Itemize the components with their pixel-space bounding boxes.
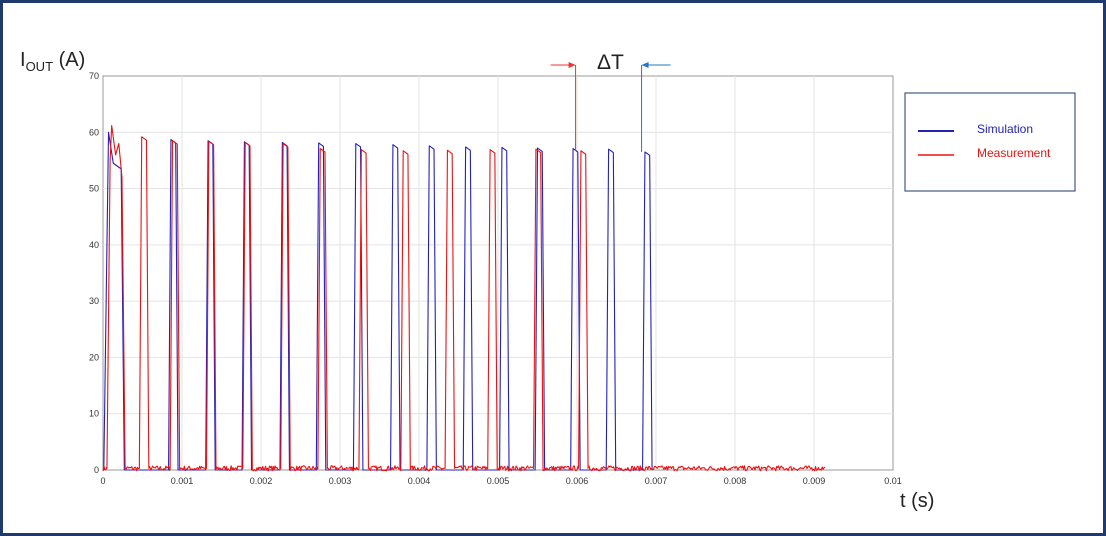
y-tick-label: 30 — [89, 296, 99, 306]
x-tick-label: 0 — [100, 476, 105, 486]
x-tick-label: 0.01 — [884, 476, 902, 486]
y-tick-label: 0 — [94, 465, 99, 475]
y-tick-label: 70 — [89, 71, 99, 81]
measurement-arrow-head — [568, 62, 576, 68]
y-tick-label: 60 — [89, 127, 99, 137]
y-tick-label: 20 — [89, 352, 99, 362]
x-tick-label: 0.006 — [566, 476, 589, 486]
delta-markers — [550, 62, 671, 152]
tick-labels: 0 0.001 0.002 0.003 0.004 0.005 0.006 0.007 0.00… — [89, 71, 902, 486]
x-tick-label: 0.009 — [803, 476, 826, 486]
x-axis-title: t (s) — [900, 490, 934, 512]
x-tick-label: 0.007 — [645, 476, 668, 486]
series-layer — [102, 124, 826, 472]
x-tick-label: 0.005 — [487, 476, 510, 486]
x-tick-label: 0.004 — [408, 476, 431, 486]
y-tick-label: 10 — [89, 409, 99, 419]
simulation-arrow-head — [641, 62, 649, 68]
series-line-measurement — [102, 124, 826, 472]
y-axis-title: IOUT (A) — [20, 49, 85, 74]
y-tick-label: 40 — [89, 240, 99, 250]
x-tick-label: 0.003 — [329, 476, 352, 486]
legend: Simulation Measurement — [904, 92, 1076, 192]
y-tick-label: 50 — [89, 184, 99, 194]
grid — [103, 76, 893, 470]
legend-label-measurement: Measurement — [977, 146, 1051, 160]
x-tick-label: 0.008 — [724, 476, 747, 486]
delta-t-label: ΔT — [597, 51, 624, 74]
legend-label-simulation: Simulation — [977, 122, 1033, 136]
x-tick-label: 0.001 — [171, 476, 194, 486]
x-tick-label: 0.002 — [250, 476, 273, 486]
legend-box — [904, 92, 1076, 192]
